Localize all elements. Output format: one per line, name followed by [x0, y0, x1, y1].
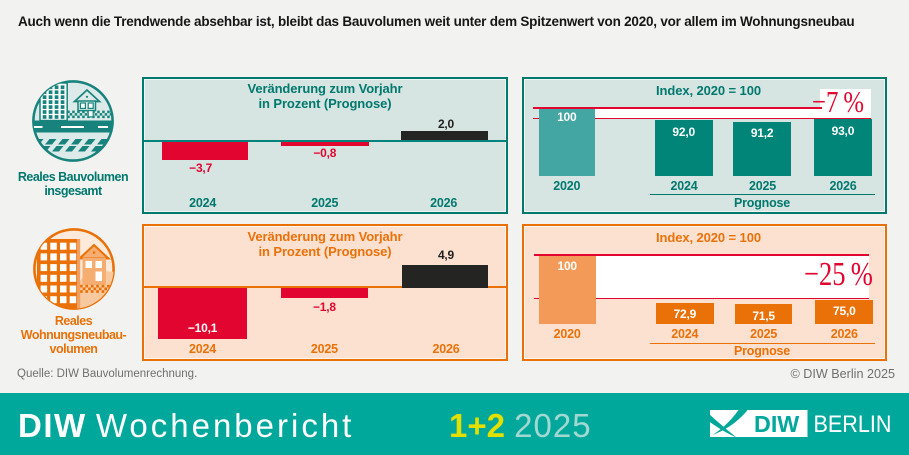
svg-text:DIW: DIW — [754, 411, 799, 437]
svg-text:BERLIN: BERLIN — [813, 411, 891, 437]
